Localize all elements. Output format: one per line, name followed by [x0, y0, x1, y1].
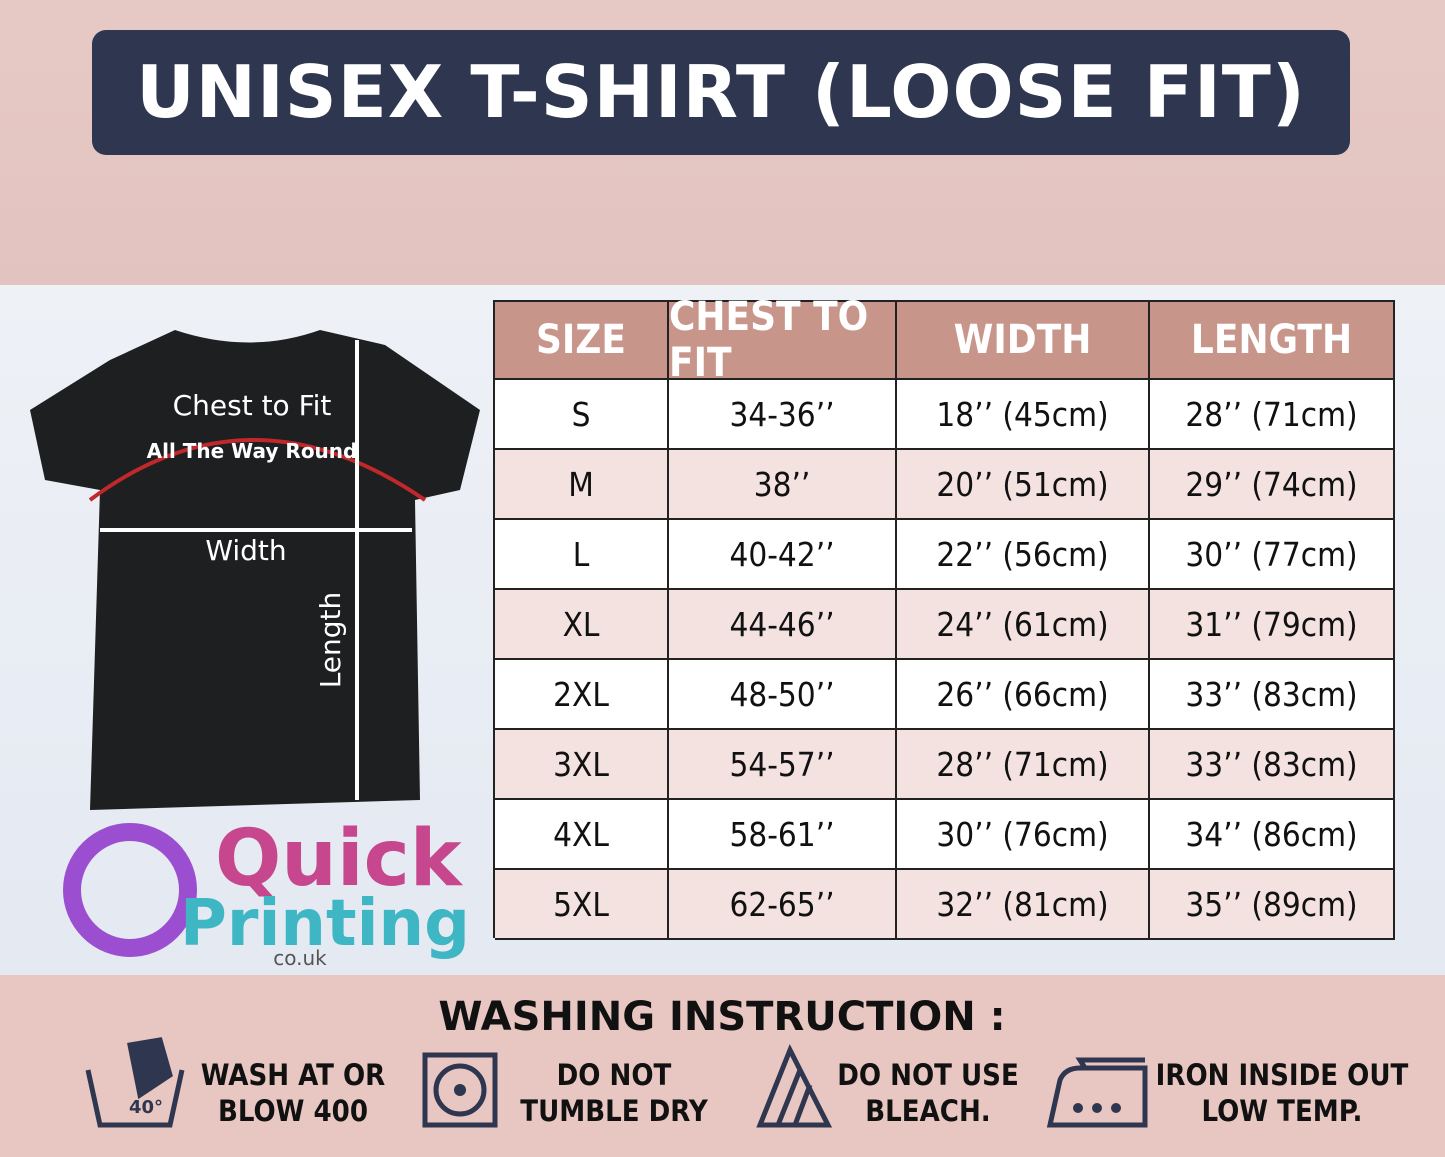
table-cell: 35’’ (89cm): [1150, 870, 1395, 940]
table-cell: 44-46’’: [669, 590, 897, 660]
table-cell: 30’’ (76cm): [897, 800, 1150, 870]
table-cell: 58-61’’: [669, 800, 897, 870]
header-cell: WIDTH: [897, 302, 1150, 380]
logo-domain: co.uk: [273, 946, 327, 970]
size-table: SIZE CHEST TO FIT WIDTH LENGTH S 34-36’’ 18’’ …: [493, 294, 1395, 940]
table-cell: S: [495, 380, 669, 450]
chest-label: Chest to Fit: [173, 389, 332, 422]
logo-mark: [63, 823, 197, 957]
wash-text: DO NOT USE: [837, 1058, 1019, 1092]
table-cell: 33’’ (83cm): [1150, 730, 1395, 800]
table-cell: 5XL: [495, 870, 669, 940]
table-cell: 34’’ (86cm): [1150, 800, 1395, 870]
table-cell: 28’’ (71cm): [897, 730, 1150, 800]
table-cell: 22’’ (56cm): [897, 520, 1150, 590]
wash-text: WASH AT OR: [200, 1058, 386, 1092]
washing-title: WASHING INSTRUCTION :: [438, 994, 1005, 1040]
header-cell: CHEST TO FIT: [669, 294, 897, 386]
table-cell: 62-65’’: [669, 870, 897, 940]
table-cell: 18’’ (45cm): [897, 380, 1150, 450]
title: UNISEX T-SHIRT (LOOSE FIT): [92, 30, 1350, 155]
table-cell: 28’’ (71cm): [1150, 380, 1395, 450]
wash-text: DO NOT: [556, 1058, 672, 1092]
table-cell: 20’’ (51cm): [897, 450, 1150, 520]
table-cell: 54-57’’: [669, 730, 897, 800]
iron-dots: [1073, 1103, 1121, 1113]
table-cell: 40-42’’: [669, 520, 897, 590]
temp-label: 40°: [129, 1097, 163, 1118]
dot: [454, 1084, 466, 1096]
table-cell: 4XL: [495, 800, 669, 870]
table-cell: 26’’ (66cm): [897, 660, 1150, 730]
wash-text: BLOW 400: [218, 1094, 368, 1128]
logo-line1: Quick: [215, 814, 464, 904]
chest-note: All The Way Round: [147, 439, 358, 463]
table-cell: M: [495, 450, 669, 520]
width-label: Width: [205, 534, 286, 567]
table-cell: 33’’ (83cm): [1150, 660, 1395, 730]
table-cell: 31’’ (79cm): [1150, 590, 1395, 660]
table-cell: 3XL: [495, 730, 669, 800]
table-cell: 38’’: [669, 450, 897, 520]
t-shirt: [30, 330, 480, 810]
chest-arrow: [88, 438, 427, 502]
wash-text: IRON INSIDE OUT: [1155, 1058, 1409, 1092]
table-cell: L: [495, 520, 669, 590]
wash-text: TUMBLE DRY: [520, 1094, 708, 1128]
wash-text: LOW TEMP.: [1201, 1094, 1363, 1128]
table-cell: 48-50’’: [669, 660, 897, 730]
wash-text: BLEACH.: [865, 1094, 991, 1128]
table-cell: 29’’ (74cm): [1150, 450, 1395, 520]
table-cell: 2XL: [495, 660, 669, 730]
table-cell: 30’’ (77cm): [1150, 520, 1395, 590]
table-cell: 32’’ (81cm): [897, 870, 1150, 940]
header-cell: LENGTH: [1150, 302, 1395, 380]
logo-line2: Printing: [180, 887, 470, 961]
header-cell: SIZE: [495, 302, 669, 380]
table-cell: 24’’ (61cm): [897, 590, 1150, 660]
wash-icons: [85, 1037, 1148, 1128]
table-cell: XL: [495, 590, 669, 660]
table-cell: 34-36’’: [669, 380, 897, 450]
length-label: Length: [314, 592, 347, 689]
